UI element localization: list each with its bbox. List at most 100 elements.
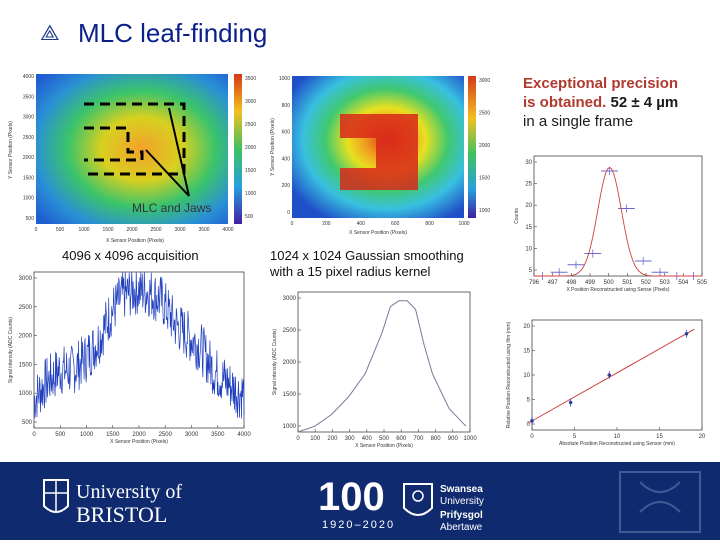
x-tick-label: 200 [327, 436, 338, 442]
x-tick-label: 497 [548, 280, 559, 286]
smooth-profile-line [297, 300, 467, 433]
heatmap-left-y-label: Y Sensor Position (Pixels) [8, 121, 14, 179]
heatmap-y-tick: 2000 [23, 155, 34, 161]
histogram-svg: 796 497 498 499 500 501 502 503 504 505 30 25 20 15 10… [514, 155, 708, 293]
y-axis-label: Signal intensity (ADC Counts) [8, 317, 14, 383]
heatmap-left-panel: MLC and Jaws 4000 3500 3000 2500 2000 1500 100… [4, 70, 262, 245]
swansea-line-2: University [440, 496, 484, 507]
heatmap-x-tick: 3500 [198, 227, 209, 233]
heatmap-color-tick: 1000 [479, 208, 490, 214]
x-tick-label: 796 [529, 280, 540, 286]
heatmap-y-tick: 1500 [23, 175, 34, 181]
heatmap-color-tick: 2000 [479, 143, 490, 149]
heatmap-left-color-ticks: 3500 3000 2500 2000 1500 1000 500 [245, 76, 256, 220]
caption-mid-1: 1024 x 1024 Gaussian smoothing [270, 248, 464, 263]
heatmap-left-x-label: X Sensor Position (Pixels) [106, 238, 164, 244]
y-tick-label: 2500 [283, 328, 297, 334]
x-tick-label: 503 [660, 280, 671, 286]
heatmap-mid-x-label: X Sensor Position (Pixels) [349, 230, 407, 236]
heatmap-y-tick: 1000 [279, 76, 290, 82]
x-tick-label: 0 [32, 432, 36, 438]
bristol-line-2: BRISTOL [76, 502, 167, 527]
mlc-arrow-1 [168, 107, 190, 197]
swansea-line-1: Swansea [440, 484, 483, 495]
x-tick-label: 2500 [159, 432, 173, 438]
heatmap-x-tick: 800 [425, 221, 434, 227]
swansea-line-3: Prifysgol [440, 510, 483, 521]
x-axis-label: Absolute Position Reconstructed using Se… [559, 441, 675, 447]
heatmap-y-tick: 800 [282, 103, 291, 109]
y-axis-label: Counts [514, 208, 520, 224]
x-tick-label: 5 [573, 434, 577, 440]
decorative-crest-pattern-icon [619, 471, 701, 533]
plot-frame [533, 155, 703, 277]
bristol-line-1: University of [76, 481, 182, 503]
x-tick-label: 0 [296, 436, 300, 442]
y-tick-label: 0 [527, 422, 531, 428]
y-tick-label: 5 [527, 398, 531, 404]
heatmap-y-tick: 2500 [23, 135, 34, 141]
heatmap-y-tick: 500 [26, 216, 35, 222]
heatmap-color-tick: 500 [245, 214, 254, 220]
footer-bar: University of BRISTOL 100 1920–2020 Swan… [0, 462, 720, 540]
heatmap-left-image [36, 74, 228, 224]
heatmap-y-tick: 3000 [23, 115, 34, 121]
x-tick-label: 0 [530, 434, 534, 440]
heatmap-color-tick: 1500 [479, 176, 490, 182]
y-tick-label: 2000 [283, 360, 297, 366]
x-tick-label: 500 [604, 280, 615, 286]
caption-left: 4096 x 4096 acquisition [62, 248, 199, 263]
heatmap-y-tick: 400 [282, 156, 291, 162]
profile-raw-svg: 0 500 1000 1500 2000 2500 3000 3500 4000 3000 2500… [8, 271, 251, 445]
y-tick-label: 3000 [283, 296, 297, 302]
heatmap-mid-y-label: Y Sensor Position (Pixels) [270, 118, 276, 176]
title-bullet-icon: ⟁ [40, 20, 60, 45]
heatmap-y-tick: 0 [287, 210, 290, 216]
heatmap-color-tick: 3000 [245, 99, 256, 105]
x-tick-label: 505 [697, 280, 708, 286]
x-tick-label: 499 [585, 280, 596, 286]
y-tick-label: 1000 [283, 424, 297, 430]
centenary-number: 100 [318, 475, 385, 519]
heatmap-x-tick: 200 [322, 221, 331, 227]
mlc-arrow-2 [145, 149, 190, 197]
heatmap-x-tick: 2500 [150, 227, 161, 233]
y-tick-label: 20 [525, 203, 532, 209]
x-tick-label: 500 [379, 436, 390, 442]
heatmap-left-colorbar [234, 74, 242, 224]
x-axis-label: X Position Reconstructed using Sense (Pi… [566, 287, 669, 293]
y-tick-label: 5 [529, 268, 533, 274]
profile-raw-chart: 0 500 1000 1500 2000 2500 3000 3500 4000 3000 2500… [4, 268, 252, 448]
x-tick-label: 3500 [211, 432, 225, 438]
heatmap-x-tick: 0 [291, 221, 294, 227]
heatmap-x-tick: 0 [35, 227, 38, 233]
plot-frame [297, 291, 471, 433]
heatmap-mid-y-ticks: 1000 800 600 400 200 0 [279, 76, 290, 216]
caption-mid-2: with a 15 pixel radius kernel [270, 264, 431, 279]
y-tick-label: 10 [523, 373, 530, 379]
note-line-1: Exceptional precision [523, 75, 679, 92]
heatmap-x-tick: 500 [56, 227, 65, 233]
heatmap-y-tick: 200 [282, 183, 291, 189]
x-tick-label: 500 [55, 432, 66, 438]
calibration-fit-line [527, 328, 695, 424]
mlc-outline-inner [84, 126, 144, 162]
centenary-years: 1920–2020 [322, 519, 395, 531]
x-tick-label: 400 [362, 436, 373, 442]
note-line-2b: 52 ± 4 µm [610, 94, 679, 111]
y-tick-label: 1500 [283, 392, 297, 398]
x-tick-label: 504 [678, 280, 689, 286]
mlc-outline-outer [84, 102, 186, 176]
heatmap-mid-colorbar [468, 76, 476, 218]
heatmap-color-tick: 2500 [245, 122, 256, 128]
note-line-2a: is obtained. [523, 94, 611, 111]
x-tick-label: 600 [396, 436, 407, 442]
precision-note: Exceptional precision is obtained. 52 ± … [523, 74, 718, 131]
x-tick-label: 1500 [106, 432, 120, 438]
x-tick-label: 1000 [463, 436, 477, 442]
y-tick-label: 2000 [19, 334, 33, 340]
heatmap-color-tick: 3500 [245, 76, 256, 82]
heatmap-color-tick: 2000 [245, 145, 256, 151]
heatmap-x-tick: 400 [357, 221, 366, 227]
